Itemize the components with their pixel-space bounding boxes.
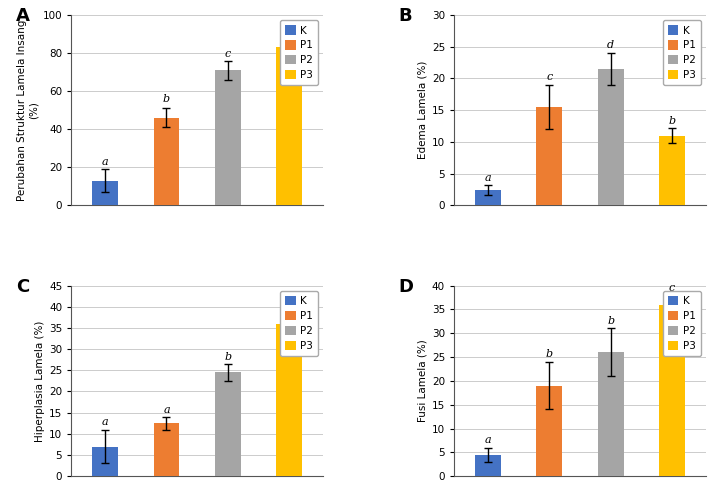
Y-axis label: Hiperplasia Lamela (%): Hiperplasia Lamela (%) xyxy=(35,320,45,441)
Bar xyxy=(660,135,685,205)
Y-axis label: Perubahan Struktur Lamela Insang
(%): Perubahan Struktur Lamela Insang (%) xyxy=(17,19,39,201)
Bar xyxy=(277,324,302,476)
Bar xyxy=(597,352,624,476)
Text: B: B xyxy=(399,7,412,25)
Y-axis label: Fusi Lamela (%): Fusi Lamela (%) xyxy=(418,339,428,422)
Text: d: d xyxy=(607,40,614,50)
Text: b: b xyxy=(669,116,676,126)
Bar xyxy=(475,455,501,476)
Bar xyxy=(153,118,180,205)
Bar xyxy=(536,385,562,476)
Bar xyxy=(277,47,302,205)
Text: c: c xyxy=(546,71,553,82)
Bar xyxy=(92,446,118,476)
Text: A: A xyxy=(16,7,30,25)
Text: a: a xyxy=(163,405,170,415)
Text: D: D xyxy=(399,278,414,296)
Y-axis label: Edema Lamela (%): Edema Lamela (%) xyxy=(418,61,428,159)
Text: d: d xyxy=(286,28,293,38)
Legend: K, P1, P2, P3: K, P1, P2, P3 xyxy=(663,291,701,356)
Bar xyxy=(597,69,624,205)
Text: a: a xyxy=(485,173,491,183)
Text: c: c xyxy=(669,283,675,293)
Text: c: c xyxy=(286,295,292,305)
Bar xyxy=(660,305,685,476)
Legend: K, P1, P2, P3: K, P1, P2, P3 xyxy=(663,20,701,85)
Bar xyxy=(215,372,241,476)
Bar xyxy=(536,107,562,205)
Bar xyxy=(475,189,501,205)
Legend: K, P1, P2, P3: K, P1, P2, P3 xyxy=(280,291,318,356)
Text: a: a xyxy=(485,435,491,445)
Text: b: b xyxy=(607,316,614,326)
Text: a: a xyxy=(102,157,108,167)
Text: c: c xyxy=(225,49,231,59)
Bar xyxy=(92,181,118,205)
Text: b: b xyxy=(163,94,170,105)
Text: b: b xyxy=(225,352,232,362)
Bar xyxy=(215,70,241,205)
Text: a: a xyxy=(102,418,108,428)
Legend: K, P1, P2, P3: K, P1, P2, P3 xyxy=(280,20,318,85)
Bar xyxy=(153,423,180,476)
Text: b: b xyxy=(545,349,553,360)
Text: C: C xyxy=(16,278,29,296)
